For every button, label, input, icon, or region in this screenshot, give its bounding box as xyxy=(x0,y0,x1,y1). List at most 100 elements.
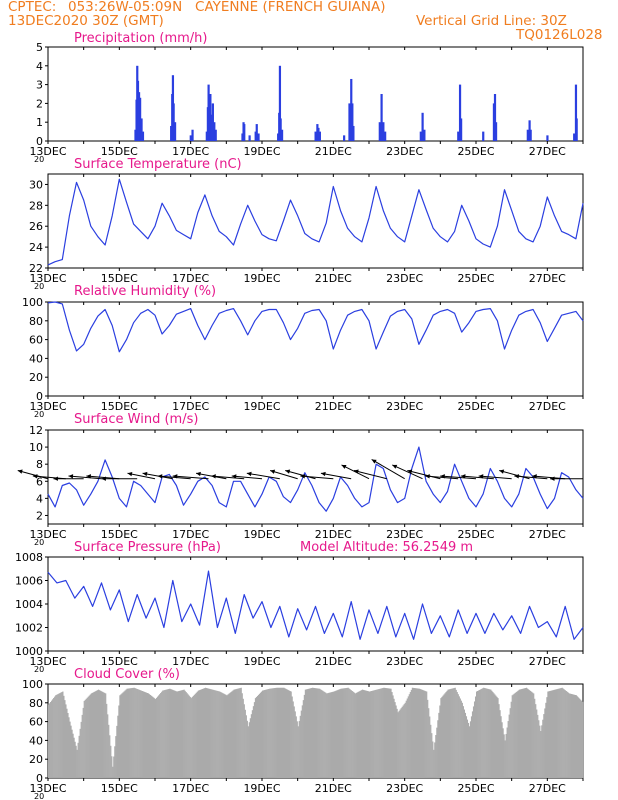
cloud-column xyxy=(360,690,363,778)
precip-bar xyxy=(279,118,282,141)
cloud-column xyxy=(500,716,502,778)
cloud-column xyxy=(335,690,337,778)
cloud-column xyxy=(316,688,318,778)
cloud-column xyxy=(350,690,352,778)
cloud-column xyxy=(265,689,267,778)
precip-bar xyxy=(529,129,532,141)
cloud-column xyxy=(185,692,187,778)
cloud-column xyxy=(178,690,180,778)
cloud-column xyxy=(89,694,91,778)
cloud-column xyxy=(539,725,541,778)
cloud-column xyxy=(510,701,512,778)
cloud-column xyxy=(502,728,504,778)
cloud-column xyxy=(222,693,224,778)
cloud-y-tick-label: 80 xyxy=(29,697,43,710)
wind-x-tick-label: 21DEC xyxy=(315,528,352,541)
cloud-column xyxy=(485,688,487,778)
cloud-column xyxy=(300,710,302,778)
cloud-column xyxy=(428,708,430,778)
cloud-column xyxy=(506,727,508,778)
cloud-column xyxy=(384,687,386,778)
precip-bar xyxy=(351,103,354,141)
humidity-y-tick-label: 80 xyxy=(29,315,43,328)
cloud-column xyxy=(415,688,418,778)
precip-x-tick-label: 19DEC xyxy=(243,145,280,158)
cloud-x-tick-label: 13DEC xyxy=(29,782,66,795)
cloud-column xyxy=(361,689,364,778)
cloud-column xyxy=(131,688,133,778)
cloud-column xyxy=(112,766,114,778)
wind-vector-head xyxy=(532,474,537,479)
cloud-column xyxy=(392,695,394,778)
cloud-column xyxy=(209,688,211,778)
humidity-x-tick-label: 27DEC xyxy=(529,400,566,413)
cloud-column xyxy=(423,690,425,778)
wind-x-year-label: 20 xyxy=(34,538,44,547)
cloud-column xyxy=(562,688,564,778)
cloud-column xyxy=(313,688,316,778)
cloud-column xyxy=(353,692,355,778)
wind-vector-arrow xyxy=(353,469,387,480)
cloud-column xyxy=(279,687,281,778)
cloud-column xyxy=(69,721,71,778)
cloud-column xyxy=(60,692,62,778)
precip-bar xyxy=(191,129,194,141)
cloud-column xyxy=(228,693,230,778)
cloud-column xyxy=(67,713,69,778)
precip-bar xyxy=(243,124,246,141)
cloud-column xyxy=(66,708,68,778)
cloud-column xyxy=(533,693,535,778)
cloud-column xyxy=(479,689,481,778)
precip-bar xyxy=(248,135,251,141)
precip-frame xyxy=(47,46,584,142)
precip-bar xyxy=(173,122,177,141)
cloud-column xyxy=(493,693,495,778)
wind-vector-arrow xyxy=(371,459,405,480)
cloud-column xyxy=(213,689,215,778)
cloud-column xyxy=(473,701,476,778)
precip-y-tick-label: 4 xyxy=(36,60,43,73)
cloud-column xyxy=(51,700,53,778)
cloud-column xyxy=(557,688,559,778)
cloud-column xyxy=(445,692,447,778)
pressure-x-tick-label: 23DEC xyxy=(386,655,423,668)
cloud-column xyxy=(375,689,377,778)
precip-bar xyxy=(352,125,355,141)
cloud-column xyxy=(97,689,100,778)
cloud-column xyxy=(476,691,478,778)
cloud-column xyxy=(579,699,582,778)
cloud-column xyxy=(100,691,103,778)
cloud-column xyxy=(136,688,138,778)
cloud-column xyxy=(63,695,65,778)
cloud-column xyxy=(188,695,190,778)
cloud-column xyxy=(145,692,148,778)
cloud-column xyxy=(516,691,518,778)
wind-vector-head xyxy=(157,474,163,479)
precip-y-tick-label: 2 xyxy=(36,97,43,110)
precip-bar xyxy=(573,133,576,141)
cloud-column xyxy=(258,693,261,778)
wind-vector-head xyxy=(68,474,74,479)
cloud-column xyxy=(264,690,266,778)
cloud-column xyxy=(240,687,242,778)
cloud-column xyxy=(474,696,477,778)
cloud-column xyxy=(555,689,557,778)
cloud-column xyxy=(56,694,58,778)
cloud-column xyxy=(53,697,55,778)
cloud-x-tick-label: 27DEC xyxy=(529,782,566,795)
cloud-column xyxy=(207,688,210,778)
cloud-column xyxy=(115,736,117,778)
precip-y-tick-label: 5 xyxy=(36,41,43,54)
cloud-column xyxy=(186,693,188,778)
cloud-column xyxy=(184,690,186,778)
cloud-column xyxy=(349,689,351,778)
temperature-x-tick-label: 15DEC xyxy=(101,272,138,285)
cloud-column xyxy=(111,756,113,778)
precip-x-tick-label: 13DEC xyxy=(29,145,66,158)
cloud-column xyxy=(236,688,238,778)
cloud-column xyxy=(363,690,366,778)
cloud-column xyxy=(448,689,450,778)
cloud-column xyxy=(461,702,463,778)
cloud-column xyxy=(267,689,269,778)
cloud-column xyxy=(182,689,184,778)
